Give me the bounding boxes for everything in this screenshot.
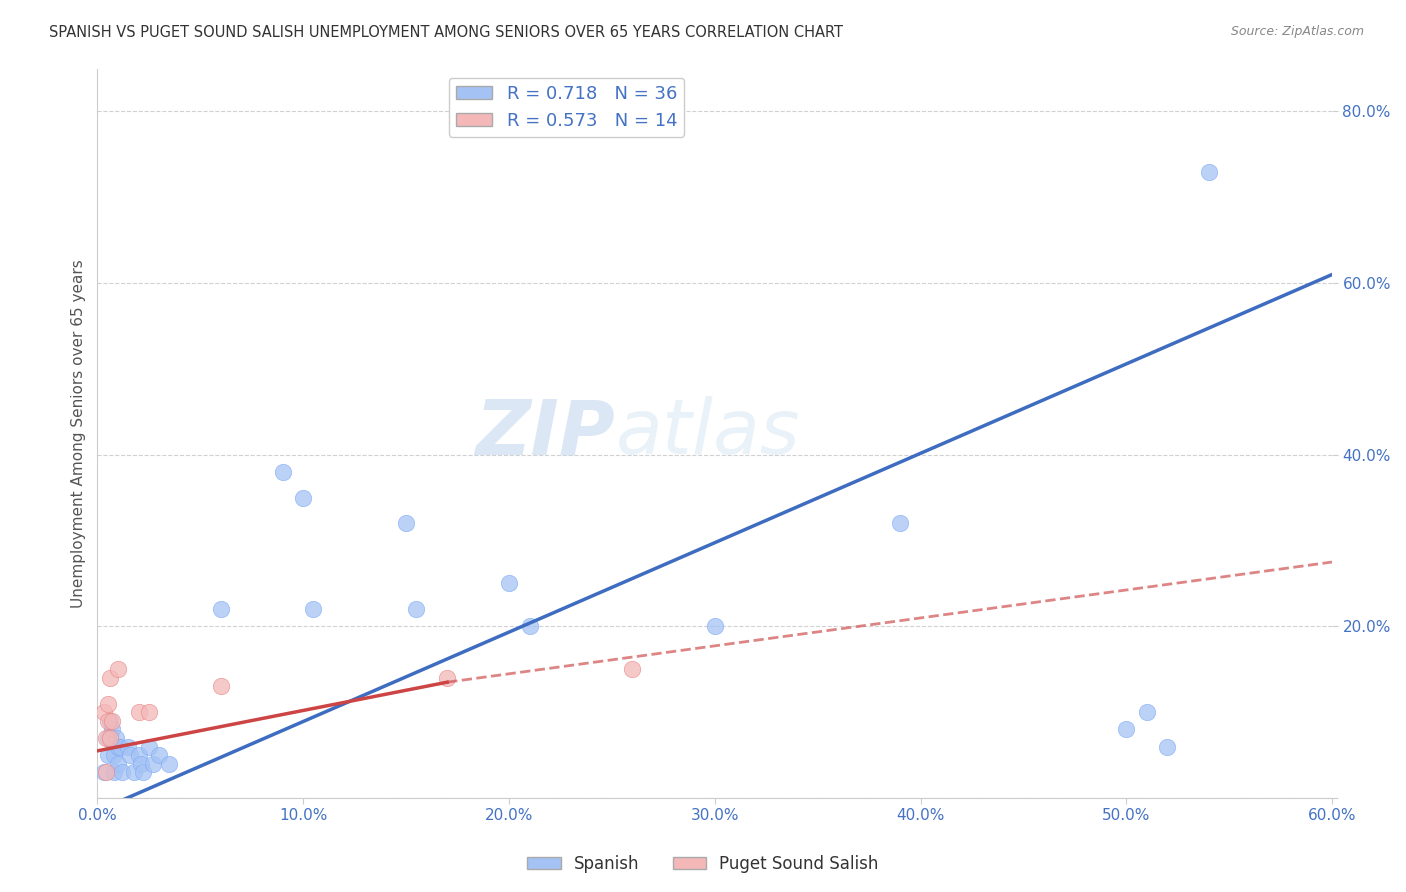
Point [108,739,131,754]
Point [292,491,315,505]
Point [128,705,150,719]
Point [129,756,152,771]
Point [703,619,725,633]
Point [621,662,644,676]
Point [103,765,125,780]
Point [97,714,120,728]
Point [142,756,165,771]
Point [519,619,541,633]
Point [93,765,115,780]
Point [94,765,117,780]
Point [98,731,121,745]
Point [271,465,294,479]
Point [302,602,325,616]
Point [120,748,142,763]
Point [94,731,117,745]
Legend: Spanish, Puget Sound Salish: Spanish, Puget Sound Salish [520,848,886,880]
Text: ZIP: ZIP [477,396,616,470]
Point [97,748,120,763]
Point [97,731,120,745]
Point [405,602,427,616]
Point [1136,705,1159,719]
Point [1115,723,1137,737]
Point [103,748,125,763]
Point [117,739,139,754]
Point [107,739,129,754]
Point [148,748,170,763]
Point [98,714,121,728]
Point [436,671,458,685]
Point [1156,739,1178,754]
Point [107,756,129,771]
Point [107,662,129,676]
Legend: R = 0.718   N = 36, R = 0.573   N = 14: R = 0.718 N = 36, R = 0.573 N = 14 [449,78,685,137]
Point [97,697,120,711]
Point [100,723,122,737]
Point [209,602,232,616]
Point [111,765,134,780]
Text: atlas: atlas [616,396,800,470]
Point [131,765,153,780]
Point [100,714,122,728]
Point [124,765,146,780]
Point [889,516,911,531]
Point [104,731,127,745]
Point [98,671,121,685]
Point [209,680,232,694]
Point [93,705,115,719]
Y-axis label: Unemployment Among Seniors over 65 years: Unemployment Among Seniors over 65 years [72,259,86,607]
Point [1198,164,1220,178]
Point [138,739,160,754]
Text: Source: ZipAtlas.com: Source: ZipAtlas.com [1230,25,1364,38]
Text: SPANISH VS PUGET SOUND SALISH UNEMPLOYMENT AMONG SENIORS OVER 65 YEARS CORRELATI: SPANISH VS PUGET SOUND SALISH UNEMPLOYME… [49,25,844,40]
Point [157,756,180,771]
Point [395,516,418,531]
Point [498,576,520,591]
Point [128,748,150,763]
Point [138,705,160,719]
